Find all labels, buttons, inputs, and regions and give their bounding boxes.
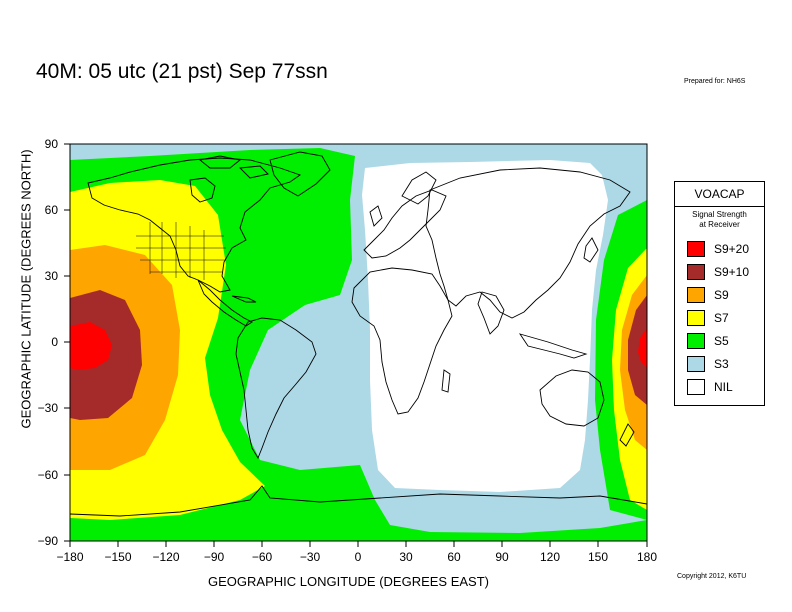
legend-swatch [687, 287, 705, 303]
legend-swatch [687, 264, 705, 280]
coast-europe [363, 189, 447, 259]
legend-label: S7 [714, 311, 729, 325]
legend-label: S3 [714, 357, 729, 371]
coast-uk [369, 205, 383, 227]
x-tick-label: −180 [56, 550, 84, 564]
y-axis-label: GEOGRAPHIC LATITUDE (DEGREES NORTH) [18, 149, 34, 429]
coverage-zones [70, 144, 647, 541]
x-tick-label: 60 [447, 550, 461, 564]
legend-swatch [687, 356, 705, 372]
signal-legend: VOACAP Signal Strength at Receiver S9+20… [674, 181, 765, 406]
coast-north-america [87, 157, 301, 293]
legend-title: VOACAP [675, 182, 764, 207]
zone-nil [362, 160, 608, 492]
coast-cuba [231, 295, 257, 303]
x-ticks [69, 541, 648, 547]
y-tick-label: 60 [44, 203, 58, 217]
coastlines [70, 151, 647, 517]
coast-australia [539, 369, 605, 427]
zone-s920-east [638, 328, 647, 368]
coast-south-america [235, 317, 317, 460]
legend-subtitle-line2: at Receiver [699, 220, 740, 229]
legend-swatch [687, 379, 705, 395]
legend-label: S9+20 [714, 242, 750, 256]
zone-s910-east [628, 295, 647, 405]
coast-asia [425, 167, 631, 319]
x-tick-label: 150 [587, 550, 609, 564]
x-tick-label: 120 [539, 550, 561, 564]
legend-swatch [687, 241, 705, 257]
copyright-note: Copyright 2012, K6TU [677, 573, 747, 580]
x-tick-label: −150 [104, 550, 132, 564]
coast-madagascar [441, 369, 451, 393]
coast-japan [583, 237, 599, 263]
coast-indonesia [518, 333, 588, 359]
x-tick-label: 180 [636, 550, 658, 564]
zone-s920-west [70, 322, 112, 370]
coast-africa [351, 267, 453, 415]
coast-central-america [197, 279, 253, 327]
x-tick-label: −120 [152, 550, 180, 564]
x-tick-label: 30 [399, 550, 413, 564]
coast-greenland [269, 151, 331, 197]
coast-india [477, 291, 505, 335]
legend-label: S5 [714, 334, 729, 348]
y-tick-label: 30 [44, 269, 58, 283]
prepared-for-note: Prepared for: NH6S [684, 78, 746, 85]
x-tick-label: −90 [203, 550, 225, 564]
y-tick-label: −30 [37, 401, 58, 415]
y-tick-label: 90 [44, 137, 58, 151]
y-tick-label: 0 [51, 335, 58, 349]
x-tick-label: 0 [354, 550, 362, 564]
legend-label: NIL [714, 380, 733, 394]
coast-new-zealand [619, 423, 635, 447]
legend-label: S9+10 [714, 265, 750, 279]
x-tick-label: −30 [299, 550, 321, 564]
legend-label: S9 [714, 288, 729, 302]
y-tick-label: −90 [37, 534, 58, 548]
us-state-grid [136, 222, 226, 280]
coast-scandinavia [401, 171, 437, 205]
x-tick-label: −60 [251, 550, 273, 564]
y-tick-label: −60 [37, 468, 58, 482]
x-tick-label: 90 [495, 550, 509, 564]
coast-arctic-islands [198, 155, 269, 179]
legend-subtitle: Signal Strength at Receiver [675, 210, 764, 230]
y-ticks [64, 143, 70, 542]
x-axis-label: GEOGRAPHIC LONGITUDE (DEGREES EAST) [208, 574, 489, 589]
coast-hudson-bay [189, 177, 216, 203]
legend-swatch [687, 333, 705, 349]
legend-subtitle-line1: Signal Strength [692, 210, 747, 219]
page-title: 40M: 05 utc (21 pst) Sep 77ssn [36, 60, 328, 83]
legend-swatch [687, 310, 705, 326]
coast-antarctica [70, 485, 647, 517]
